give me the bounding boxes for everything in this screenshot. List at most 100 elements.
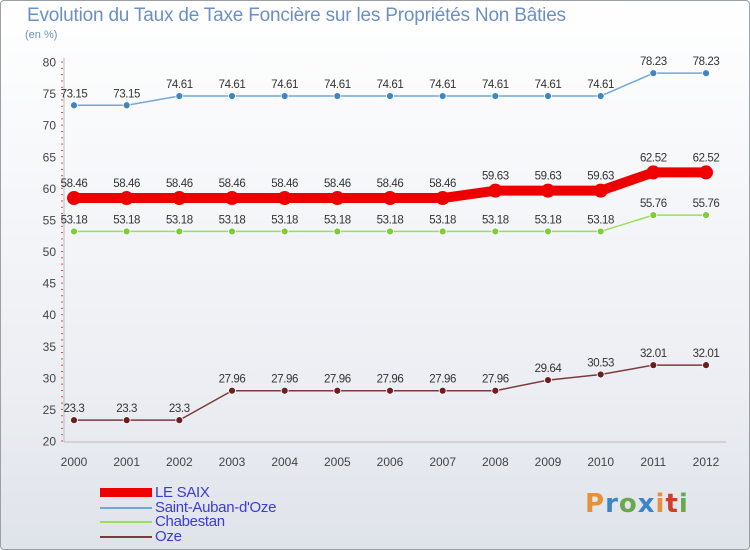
legend-label-chabestan: Chabestan (155, 513, 225, 530)
data-point-chabestan (386, 227, 394, 236)
data-label-chabestan: 53.18 (535, 214, 562, 226)
x-tick-label: 2008 (482, 455, 509, 469)
y-tick-label: 80 (43, 56, 57, 70)
data-point-chabestan (491, 227, 500, 236)
data-label-oze: 30.53 (587, 357, 614, 369)
data-label-oze: 27.96 (482, 374, 509, 386)
y-tick-label: 35 (43, 340, 57, 354)
legend-swatch-saint-auban-d-oze (100, 506, 152, 509)
data-label-le-saix: 58.46 (113, 178, 140, 190)
data-label-le-saix: 59.63 (482, 171, 509, 183)
data-point-chabestan (702, 211, 710, 220)
data-point-saint-auban-d-oze (649, 69, 658, 78)
data-label-le-saix: 58.46 (219, 178, 246, 190)
logo-letter: i (678, 489, 689, 519)
logo-letter: t (665, 489, 679, 519)
data-label-le-saix: 58.46 (429, 178, 456, 190)
data-label-chabestan: 55.76 (693, 198, 720, 210)
data-point-oze (544, 376, 552, 385)
data-point-chabestan (122, 227, 131, 236)
data-label-chabestan: 53.18 (166, 214, 193, 226)
y-tick-label: 50 (43, 245, 57, 259)
data-point-oze (491, 386, 500, 395)
logo-letter: x (637, 489, 656, 519)
data-point-chabestan (280, 227, 289, 236)
logo-letter: P (585, 489, 606, 519)
data-label-le-saix: 58.46 (377, 178, 404, 190)
data-label-oze: 32.01 (693, 348, 720, 360)
data-point-chabestan (70, 227, 78, 236)
data-label-saint-auban-d-oze: 74.61 (429, 79, 456, 91)
legend-swatch-oze (100, 535, 152, 538)
data-point-oze (438, 386, 447, 395)
data-label-le-saix: 58.46 (61, 178, 88, 190)
y-tick-label: 30 (43, 371, 57, 385)
y-tick-label: 25 (43, 403, 57, 417)
data-label-oze: 23.3 (169, 403, 190, 415)
data-point-oze (228, 386, 236, 395)
logo-letter: o (618, 489, 638, 519)
data-label-oze: 27.96 (271, 374, 298, 386)
data-point-chabestan (438, 227, 447, 236)
data-point-le-saix (119, 191, 134, 206)
data-point-saint-auban-d-oze (333, 92, 342, 100)
x-tick-label: 2004 (271, 455, 298, 469)
data-label-chabestan: 53.18 (429, 214, 456, 226)
data-label-oze: 23.3 (116, 403, 137, 415)
legend-swatch-le-saix (100, 488, 152, 497)
data-label-saint-auban-d-oze: 78.23 (693, 56, 720, 68)
data-label-saint-auban-d-oze: 74.61 (219, 79, 246, 91)
data-point-oze (333, 386, 342, 395)
data-label-saint-auban-d-oze: 74.61 (377, 79, 404, 91)
data-point-saint-auban-d-oze (702, 69, 710, 78)
legend-swatch-chabestan (100, 521, 152, 523)
data-label-le-saix: 58.46 (324, 178, 351, 190)
x-tick-label: 2006 (377, 455, 404, 469)
x-tick-label: 2009 (535, 455, 562, 469)
x-tick-label: 2007 (429, 455, 456, 469)
data-label-le-saix: 62.52 (640, 152, 667, 164)
data-point-saint-auban-d-oze (386, 92, 394, 100)
data-label-le-saix: 59.63 (535, 171, 562, 183)
y-tick-label: 75 (43, 87, 57, 101)
data-label-chabestan: 53.18 (113, 214, 140, 226)
data-point-le-saix (593, 183, 608, 198)
data-point-saint-auban-d-oze (70, 101, 78, 110)
data-point-oze (122, 416, 131, 425)
data-label-le-saix: 58.46 (271, 178, 298, 190)
unit-label: (en %) (25, 29, 58, 41)
x-tick-label: 2010 (587, 455, 614, 469)
data-label-chabestan: 53.18 (324, 214, 351, 226)
data-label-saint-auban-d-oze: 74.61 (587, 79, 614, 91)
data-point-chabestan (333, 227, 342, 236)
data-label-saint-auban-d-oze: 73.15 (61, 88, 88, 100)
data-point-chabestan (596, 227, 605, 236)
data-label-chabestan: 55.76 (640, 198, 667, 210)
y-tick-label: 45 (43, 277, 57, 291)
data-label-le-saix: 59.63 (587, 171, 614, 183)
data-label-oze: 27.96 (429, 374, 456, 386)
data-label-le-saix: 58.46 (166, 178, 193, 190)
x-tick-label: 2001 (113, 455, 140, 469)
data-point-le-saix (330, 191, 345, 206)
data-point-oze (70, 416, 78, 425)
x-tick-label: 2003 (219, 455, 246, 469)
y-tick-label: 40 (43, 308, 57, 322)
x-tick-label: 2000 (61, 455, 88, 469)
y-tick-label: 20 (43, 435, 57, 449)
logo-letter: i (655, 489, 666, 519)
data-point-oze (386, 386, 394, 395)
y-tick-label: 55 (43, 213, 57, 227)
data-label-oze: 29.64 (535, 363, 563, 375)
data-point-saint-auban-d-oze (175, 92, 184, 100)
data-label-oze: 32.01 (640, 348, 667, 360)
data-point-le-saix (383, 191, 397, 206)
data-point-saint-auban-d-oze (228, 92, 236, 100)
data-point-saint-auban-d-oze (280, 92, 289, 100)
data-point-le-saix (646, 165, 661, 180)
data-point-le-saix (67, 191, 81, 206)
data-label-chabestan: 53.18 (482, 214, 509, 226)
legend-label-oze: Oze (155, 527, 182, 545)
data-label-oze: 27.96 (324, 374, 351, 386)
chart-title: Evolution du Taux de Taxe Foncière sur l… (27, 5, 566, 26)
